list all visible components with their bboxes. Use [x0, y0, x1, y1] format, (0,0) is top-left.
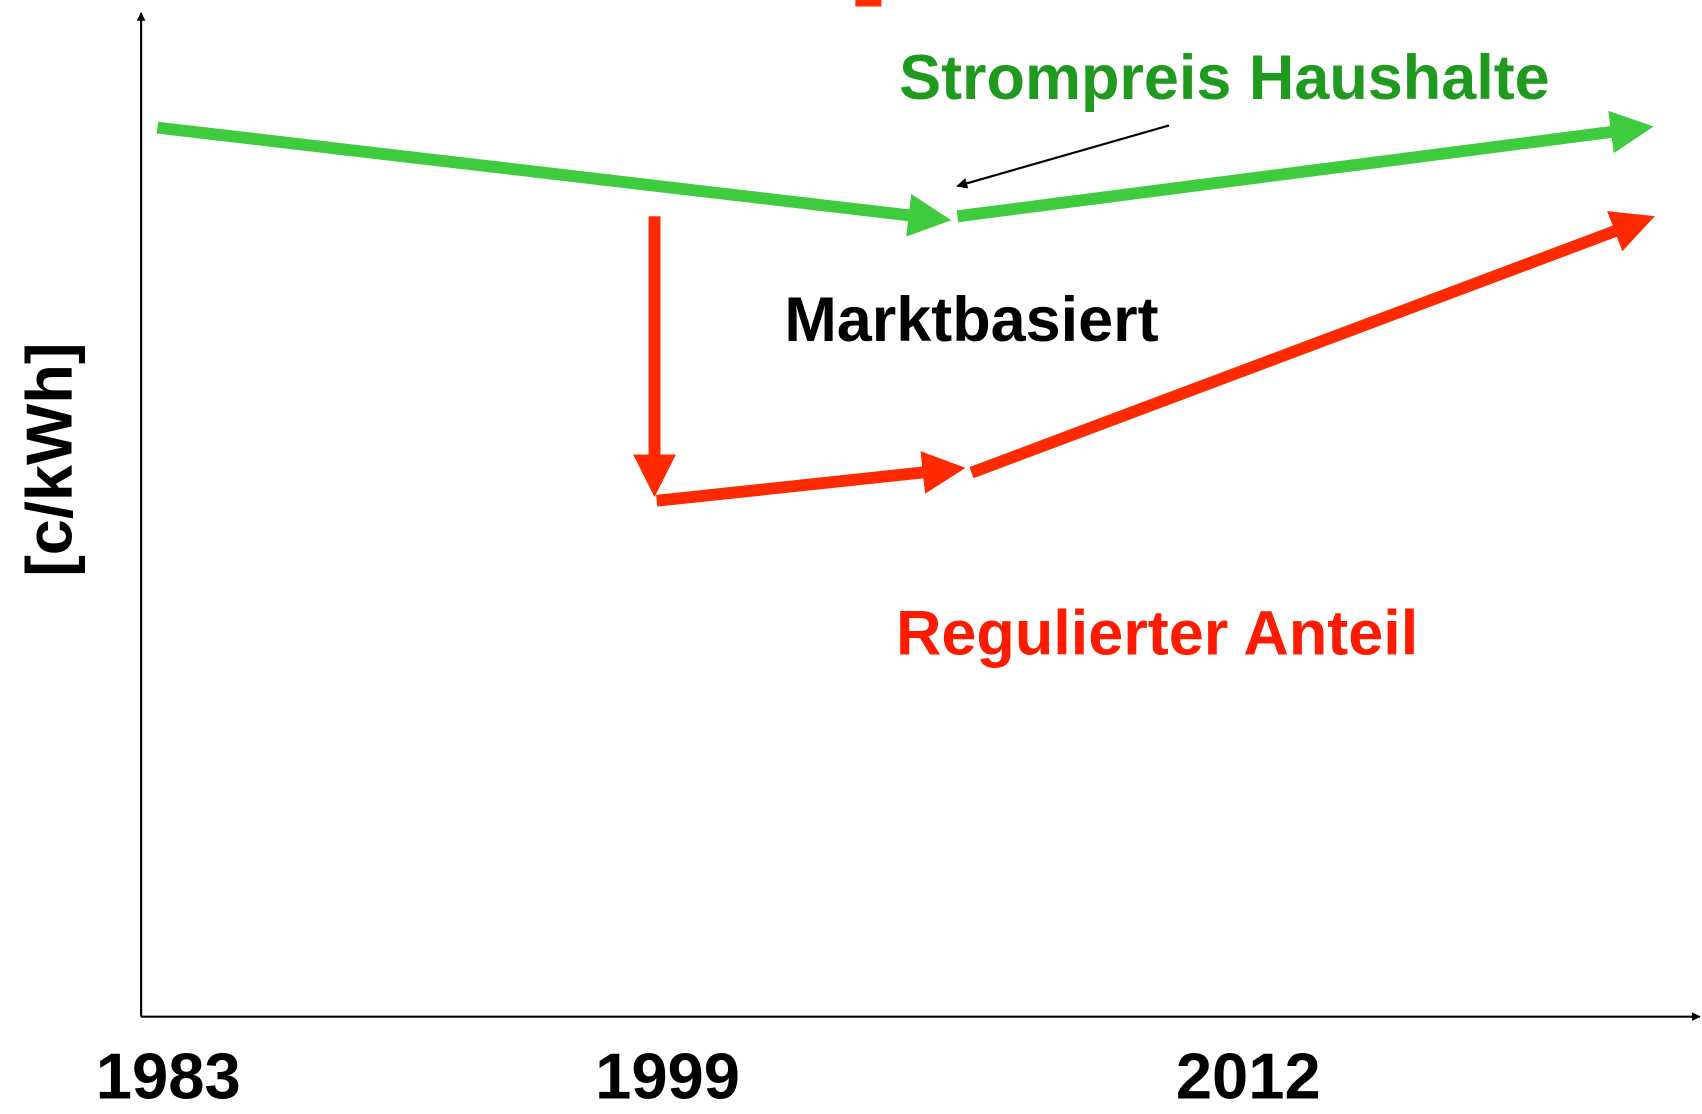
market-based-label: Marktbasiert [784, 285, 1158, 355]
y-axis-label: [c/kWh] [12, 343, 85, 577]
regulated-share-label: Regulierter Anteil [896, 599, 1418, 669]
pointer-arrow [956, 124, 1170, 189]
x-axis-label: 2012 [1176, 1040, 1321, 1113]
cut-off-mark [855, 0, 882, 7]
x-axis-label: 1983 [96, 1040, 241, 1113]
green-arrow [956, 110, 1654, 223]
red-arrow [969, 211, 1655, 479]
x-axis-label: 1999 [595, 1040, 740, 1113]
red-arrow [656, 451, 966, 507]
green-arrow [156, 121, 952, 237]
household-price-label: Strompreis Haushalte [899, 43, 1550, 113]
